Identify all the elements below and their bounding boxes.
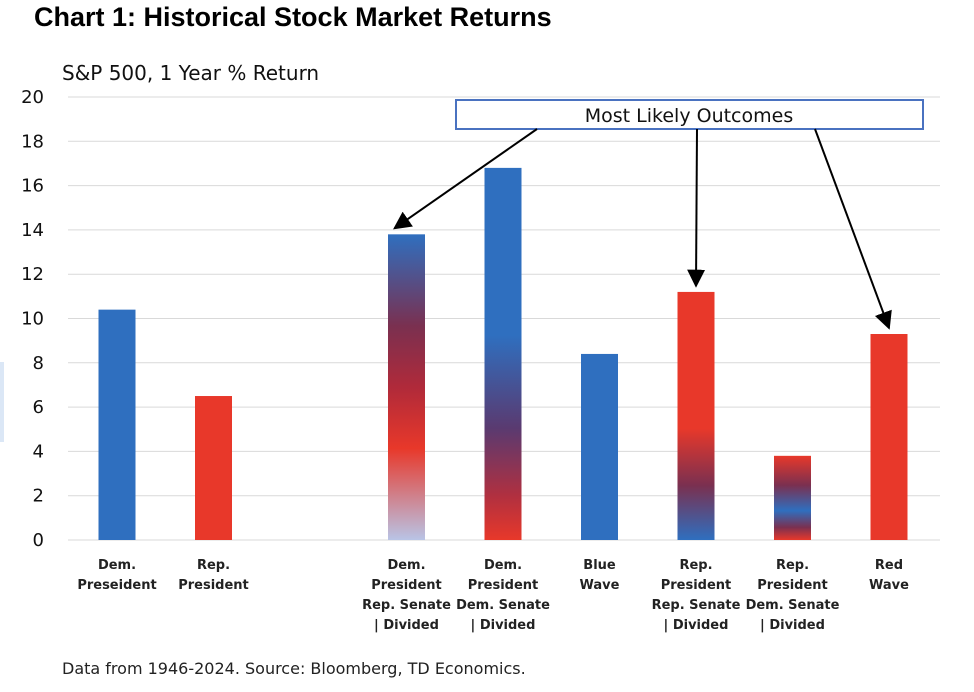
annotation-arrow (687, 128, 706, 288)
y-tick-label: 14 (21, 220, 44, 241)
x-tick-label-line: Wave (869, 578, 909, 593)
bar (774, 455, 811, 540)
y-tick-label: 10 (21, 309, 44, 330)
x-tick-label-line: | Divided (374, 618, 439, 633)
annotation-box (455, 99, 924, 130)
x-tick-label-line: President (371, 578, 442, 593)
bar (484, 167, 522, 540)
x-axis: Dem. Preseident Rep. President Dem. President… (77, 558, 909, 633)
x-tick-label-line: Dem. Senate (746, 598, 840, 613)
x-tick-label-line: Dem. (484, 558, 522, 573)
bar (388, 234, 425, 540)
x-tick-label-line: President (661, 578, 732, 593)
side-accent-bar (0, 362, 4, 442)
y-tick-label: 4 (33, 441, 44, 462)
y-axis: 0 2 4 6 8 10 12 14 16 18 20 (21, 87, 44, 551)
y-tick-label: 0 (33, 530, 44, 551)
chart-subtitle: S&P 500, 1 Year % Return (62, 61, 319, 85)
x-tick-label-line: Wave (580, 578, 620, 593)
annotation-label: Most Likely Outcomes (585, 105, 793, 127)
y-tick-label: 18 (21, 131, 44, 152)
x-tick-label-line: Red (875, 558, 903, 573)
x-tick-label-line: Rep. (679, 558, 712, 573)
x-tick-label-line: Rep. (776, 558, 809, 573)
x-tick-label-line: Preseident (77, 578, 156, 593)
x-tick-label-line: Rep. (197, 558, 230, 573)
x-tick-label-line: Dem. (387, 558, 425, 573)
y-tick-label: 2 (33, 486, 44, 507)
bar (870, 334, 908, 540)
y-tick-label: 6 (33, 397, 44, 418)
x-tick-label: Dem. President Dem. Senate | Divided (456, 558, 550, 633)
bar (677, 291, 715, 540)
x-tick-label-line: Rep. Senate (652, 598, 741, 613)
y-tick-label: 20 (21, 87, 44, 108)
x-tick-label-line: | Divided (760, 618, 825, 633)
x-tick-label: Dem. Preseident (77, 558, 156, 593)
annotation-arrow (814, 128, 892, 330)
x-tick-label-line: Dem. (98, 558, 136, 573)
bar (195, 396, 232, 540)
x-tick-label: Red Wave (869, 558, 909, 593)
bar (581, 353, 618, 540)
annotation-arrow (393, 128, 538, 230)
x-tick-label-line: Dem. Senate (456, 598, 550, 613)
x-tick-label-line: Blue (583, 558, 616, 573)
x-tick-label: Rep. President Dem. Senate | Divided (746, 558, 840, 633)
annotation-callout: Most Likely Outcomes (393, 99, 924, 330)
x-tick-label: Dem. President Rep. Senate | Divided (362, 558, 451, 633)
y-tick-label: 8 (33, 353, 44, 374)
x-tick-label-line: President (757, 578, 828, 593)
x-tick-label-line: President (468, 578, 539, 593)
source-note: Data from 1946-2024. Source: Bloomberg, … (62, 659, 526, 678)
chart-title: Chart 1: Historical Stock Market Returns (34, 2, 552, 32)
x-tick-label: Blue Wave (580, 558, 620, 593)
bar-chart: S&P 500, 1 Year % Return 0 2 4 6 8 10 12 14 16 18… (21, 61, 940, 633)
y-tick-label: 16 (21, 176, 44, 197)
y-tick-label: 12 (21, 264, 44, 285)
annotation-arrows (393, 128, 892, 330)
x-tick-label: Rep. President (178, 558, 249, 593)
x-tick-label: Rep. President Rep. Senate | Divided (652, 558, 741, 633)
bars (98, 167, 908, 540)
x-tick-label-line: | Divided (471, 618, 536, 633)
x-tick-label-line: Rep. Senate (362, 598, 451, 613)
x-tick-label-line: President (178, 578, 249, 593)
x-tick-label-line: | Divided (664, 618, 729, 633)
bar (98, 309, 136, 540)
